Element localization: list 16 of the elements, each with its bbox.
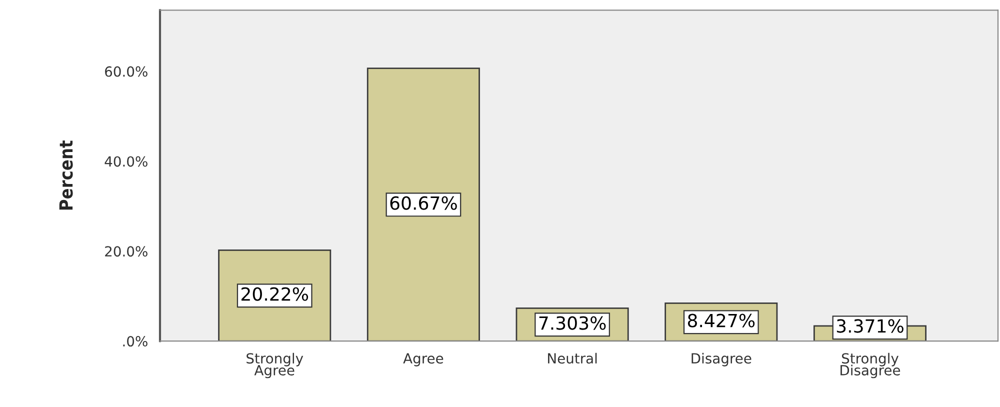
bar: [366, 68, 480, 342]
y-axis-title: Percent: [59, 140, 73, 210]
x-tick-label: Strongly Disagree: [840, 352, 900, 378]
x-tick-label: Strongly Agree: [246, 352, 304, 378]
x-tick-label: Agree: [403, 353, 444, 366]
data-label: 60.67%: [390, 196, 457, 210]
data-label: 3.371%: [836, 319, 904, 333]
data-label: 20.22%: [242, 287, 308, 301]
x-tick-label: Disagree: [692, 352, 752, 366]
data-label: 8.427%: [688, 314, 755, 328]
y-tick-label: 20.0%: [105, 246, 148, 257]
x-tick-label: Neutral: [548, 352, 597, 364]
y-tick-label: 60.0%: [105, 66, 148, 77]
y-tick-label: .0%: [123, 336, 148, 347]
data-label: 7.303%: [539, 316, 606, 330]
y-tick-label: 40.0%: [104, 156, 148, 167]
